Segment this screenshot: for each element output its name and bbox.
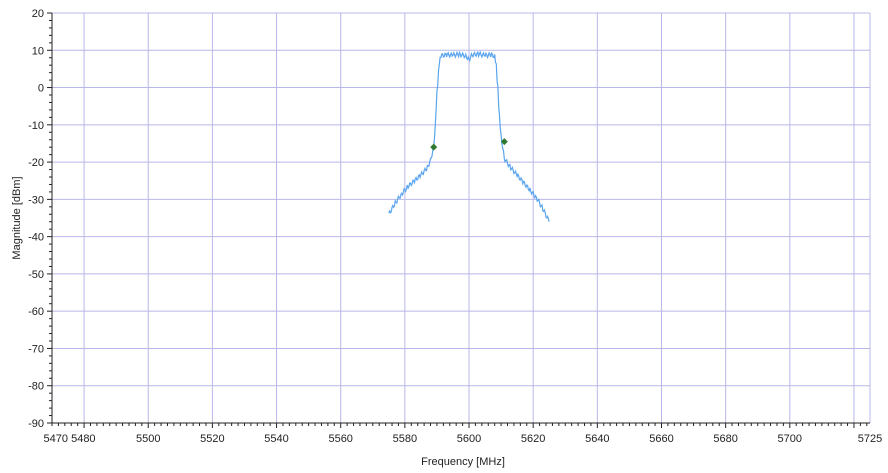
x-tick-label: 5725: [858, 433, 882, 445]
y-tick-label: 0: [38, 83, 44, 95]
x-tick-label: 5560: [328, 433, 352, 445]
x-tick-label: 5680: [713, 433, 737, 445]
y-tick-label: -50: [28, 269, 44, 281]
x-tick-label: 5470: [44, 433, 68, 445]
y-tick-label: -80: [28, 381, 44, 393]
spectrum-series-line: [388, 50, 550, 222]
axis-layer: [47, 12, 870, 428]
x-tick-label: 5620: [521, 433, 545, 445]
x-tick-label: 5640: [585, 433, 609, 445]
y-tick-label: -90: [28, 418, 44, 430]
y-tick-label: 10: [32, 45, 44, 57]
y-axis-title: Magnitude [dBm]: [11, 176, 23, 259]
x-tick-label: 5480: [71, 433, 95, 445]
marker-point: [430, 143, 438, 151]
x-tick-label: 5500: [136, 433, 160, 445]
x-axis-title: Frequency [MHz]: [421, 456, 505, 468]
grid-layer: [52, 12, 871, 423]
y-tick-label: -40: [28, 232, 44, 244]
y-tick-label: -60: [28, 306, 44, 318]
x-tick-label: 5580: [393, 433, 417, 445]
x-tick-label: 5540: [264, 433, 288, 445]
x-tick-label: 5600: [457, 433, 481, 445]
x-tick-label: 5660: [649, 433, 673, 445]
x-tick-label: 5520: [200, 433, 224, 445]
y-tick-label: -70: [28, 343, 44, 355]
y-tick-label: 20: [32, 8, 44, 20]
y-tick-label: -20: [28, 157, 44, 169]
marker-layer: [430, 138, 508, 151]
series-layer: [388, 50, 550, 222]
y-tick-label: -30: [28, 194, 44, 206]
marker-point: [500, 138, 508, 146]
x-tick-label: 5700: [778, 433, 802, 445]
y-tick-label: -10: [28, 120, 44, 132]
